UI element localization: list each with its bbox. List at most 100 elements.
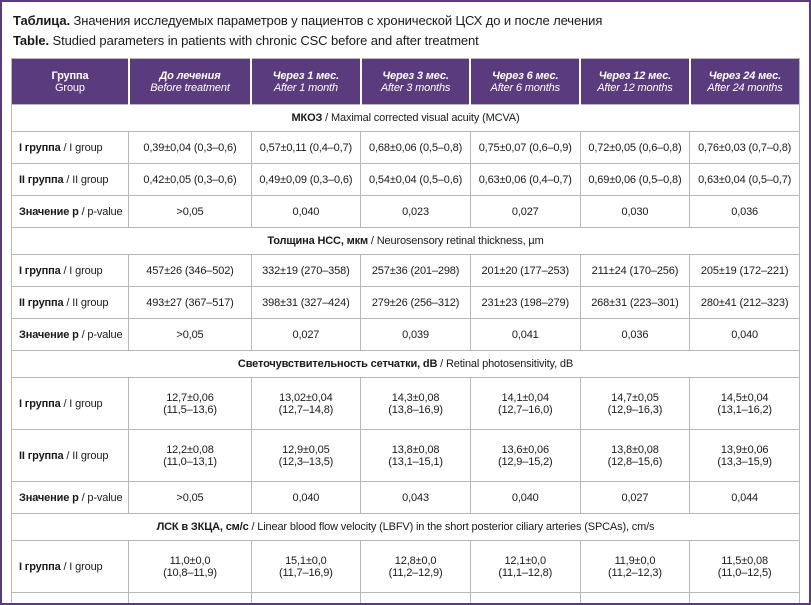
value-cell: 0,39±0,04 (0,3–0,6): [128, 131, 252, 165]
value-cell: 0,75±0,07 (0,6–0,9): [469, 131, 581, 165]
column-header-ru: Через 3 мес.: [382, 69, 449, 82]
row-label-ru: I группа: [19, 560, 61, 573]
column-header-ru: Через 24 мес.: [708, 69, 782, 82]
value-cell: 0,027: [579, 481, 691, 515]
table-row: I группа / I group 11,0±0,0 (10,8–11,9) 15…: [10, 540, 800, 594]
value-cell: 332±19 (270–358): [250, 254, 362, 288]
value-cell: 11,0±0,0 (10,8–11,9): [128, 540, 252, 594]
value-cell: 12,7±0,06 (11,5–13,6): [128, 377, 252, 431]
section-heading: Толщина НСС, мкм / Neurosensory retinal …: [11, 227, 800, 256]
value-cell: 13,9±0,06 (13,3–15,9): [689, 429, 800, 483]
column-header-en: After 12 months: [597, 81, 673, 94]
value-cell: 211±24 (170–256): [579, 254, 691, 288]
table-row: II группа / II group 0,42±0,05 (0,3–0,6) 0…: [10, 163, 800, 197]
value-cell: 398±31 (327–424): [250, 286, 362, 320]
value-cell: 14,3±0,08 (13,8–16,9): [360, 377, 471, 431]
value-cell: 0,040: [250, 195, 362, 229]
value-cell: >0,05: [128, 481, 252, 515]
value-cell: 268±31 (223–301): [579, 286, 691, 320]
value-cell: 0,044: [689, 481, 800, 515]
value-cell: 0,040: [689, 318, 800, 352]
section-heading: ЛСК в ЗКЦА, см/с / Linear blood flow vel…: [11, 513, 800, 542]
section-heading-row-2: Светочувствительность сетчатки, dB / Ret…: [11, 350, 800, 379]
value-cell: 11,5±0,05 (10,5–12,4): [579, 592, 691, 603]
column-header-1: До лечения Before treatment: [128, 58, 253, 106]
value-cell: 0,42±0,05 (0,3–0,6): [128, 163, 252, 197]
value-cell: 11,3±0,06 (10,7–12,5): [469, 592, 581, 603]
column-header-ru: До лечения: [159, 69, 221, 82]
column-header-en: After 3 months: [380, 81, 451, 94]
section-heading-row-1: Толщина НСС, мкм / Neurosensory retinal …: [11, 227, 800, 256]
caption-text-en: Studied parameters in patients with chro…: [52, 33, 479, 49]
column-header-5: Через 12 мес. After 12 months: [580, 58, 691, 106]
value-cell: 14,1±0,04 (12,7–16,0): [469, 377, 581, 431]
row-label-ru: I группа: [19, 397, 61, 410]
value-cell: 14,5±0,04 (13,1–16,2): [689, 377, 800, 431]
section-heading-ru: Толщина НСС, мкм: [267, 235, 368, 248]
row-label: II группа / II group: [10, 592, 130, 603]
row-label-ru: I группа: [19, 264, 61, 277]
value-cell: 0,63±0,04 (0,5–0,7): [689, 163, 800, 197]
section-heading: МКОЗ / Maximal corrected visual acuity (…: [11, 104, 800, 133]
value-cell: 0,036: [579, 318, 691, 352]
column-header-ru: Через 1 мес.: [272, 69, 340, 82]
table-row: I группа / I group 12,7±0,06 (11,5–13,6) 1…: [10, 377, 800, 431]
value-cell: 0,49±0,09 (0,3–0,6): [250, 163, 362, 197]
table-row: Значение p / p-value >0,05 0,040 0,043 0,040…: [10, 481, 800, 515]
column-header-3: Через 3 мес. After 3 months: [360, 58, 472, 106]
value-cell: 201±20 (177–253): [469, 254, 581, 288]
value-cell: 231±23 (198–279): [469, 286, 581, 320]
value-cell: >0,05: [128, 318, 252, 352]
column-header-en: After 1 month: [273, 81, 338, 94]
table-row: Значение p / p-value >0,05 0,027 0,039 0,041…: [10, 318, 800, 352]
row-label: Значение p / p-value: [10, 195, 130, 229]
value-cell: 15,1±0,0 (11,7–16,9): [250, 540, 362, 594]
caption-label-en: Table.: [13, 33, 50, 49]
value-cell: 0,63±0,06 (0,4–0,7): [469, 163, 581, 197]
row-label: II группа / II group: [10, 429, 130, 483]
row-label: Значение p / p-value: [10, 481, 130, 515]
table-body: МКОЗ / Maximal corrected visual acuity (…: [10, 104, 800, 603]
value-cell: 0,68±0,06 (0,5–0,8): [360, 131, 471, 165]
column-header-4: Через 6 мес. After 6 months: [470, 58, 582, 106]
value-cell: 13,6±0,06 (12,9–15,2): [469, 429, 581, 483]
row-label-ru: II группа: [19, 296, 64, 309]
row-label: I группа / I group: [10, 540, 130, 594]
value-cell: 11,9±0,0 (11,2–12,3): [579, 540, 691, 594]
row-label-ru: Значение p: [19, 328, 79, 341]
value-cell: 0,036: [689, 195, 800, 229]
value-cell: 11,9±0,05 (11,3–12,7): [360, 592, 471, 603]
header-row: Группа Group До лечения Before treatment Чер…: [11, 58, 800, 106]
value-cell: 0,57±0,11 (0,4–0,7): [250, 131, 362, 165]
value-cell: 0,039: [360, 318, 471, 352]
value-cell: 0,027: [469, 195, 581, 229]
caption-label-ru: Таблица.: [13, 13, 70, 28]
value-cell: 0,040: [250, 481, 362, 515]
section-heading-row-0: МКОЗ / Maximal corrected visual acuity (…: [11, 104, 800, 133]
table-row: I группа / I group 457±26 (346–502) 332±19…: [10, 254, 800, 288]
parameters-table: Группа Group До лечения Before treatment Чер…: [10, 58, 800, 603]
value-cell: 457±26 (346–502): [128, 254, 252, 288]
row-label: Значение p / p-value: [10, 318, 130, 352]
value-cell: 0,027: [250, 318, 362, 352]
row-label-ru: II группа: [19, 173, 64, 186]
value-cell: 11,5±0,08 (11,0–12,5): [689, 540, 800, 594]
column-header-2: Через 1 мес. After 1 month: [251, 58, 362, 106]
row-label: I группа / I group: [10, 254, 130, 288]
section-heading-ru: МКОЗ: [291, 112, 323, 125]
row-label-ru: Значение p: [19, 205, 79, 218]
row-label: II группа / II group: [10, 163, 130, 197]
column-header-ru: Через 6 мес.: [492, 69, 559, 82]
value-cell: 12,8±0,0 (11,2–12,9): [360, 540, 471, 594]
caption-line-en: Table. Studied parameters in patients wi…: [13, 31, 800, 51]
caption-line-ru: Таблица. Значения исследуемых параметров…: [13, 11, 800, 31]
column-header-ru: Через 12 мес.: [598, 69, 672, 82]
row-label-ru: I группа: [19, 141, 61, 154]
value-cell: 0,043: [360, 481, 471, 515]
value-cell: 12,2±0,08 (11,0–13,1): [128, 429, 252, 483]
column-header-en: After 6 months: [490, 81, 561, 94]
column-header-ru: Группа: [51, 69, 89, 82]
value-cell: 11,3±0,07 (10,8–12,3): [689, 592, 800, 603]
row-label: I группа / I group: [10, 377, 130, 431]
